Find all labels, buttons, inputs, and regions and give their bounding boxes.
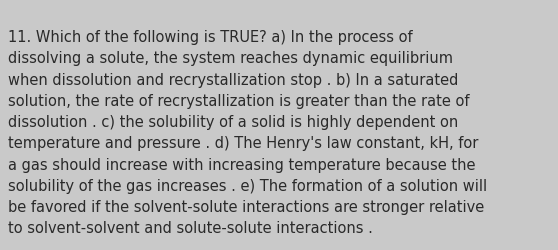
Text: 11. Which of the following is TRUE? a) In the process of
dissolving a solute, th: 11. Which of the following is TRUE? a) I…	[8, 30, 488, 235]
